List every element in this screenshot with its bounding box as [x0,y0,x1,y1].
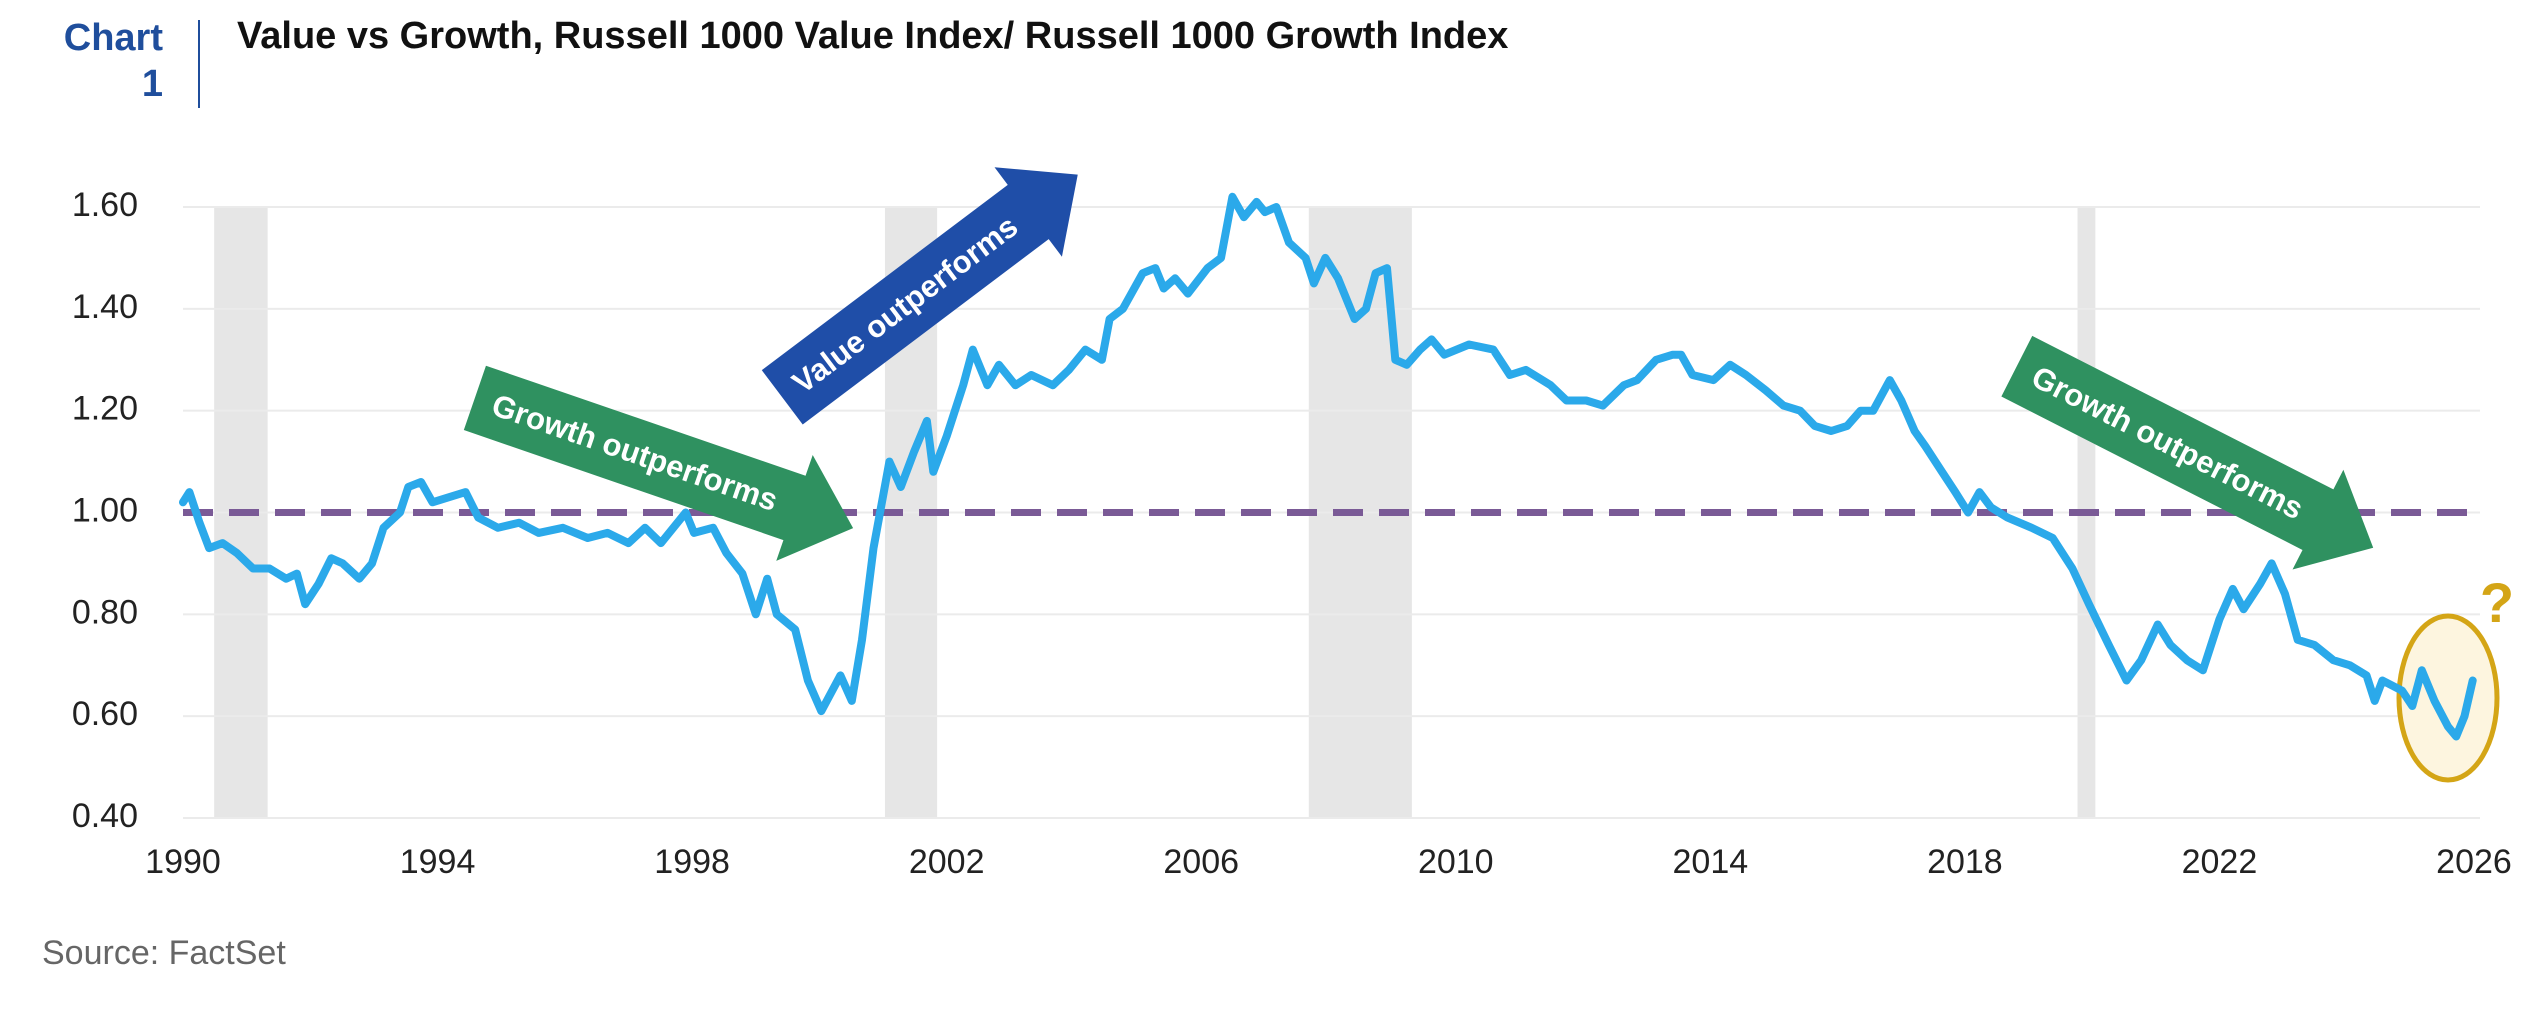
arrow-shape [2001,335,2374,570]
y-tick-label: 1.00 [72,491,138,529]
chart-label: 1 [142,63,163,105]
grid: 0.40 0.60 0.80 1.00 1.20 1.40 1.60 1990 1994 1998… [72,186,2512,881]
source: Source: FactSet [42,934,286,972]
highlight-ellipse [2396,613,2500,783]
y-tick-label: 1.20 [72,390,138,428]
x-tick-label: 1990 [145,843,221,881]
x-tick-label: 2022 [2182,843,2258,881]
annotation-question: ? [2480,571,2514,634]
arrow-shape [463,365,854,561]
x-tick-label: 2006 [1163,843,1239,881]
y-tick-label: 1.40 [72,288,138,326]
y-tick-label: 1.60 [72,186,138,224]
chart-title: Value vs Growth, Russell 1000 Value Inde… [237,15,1508,57]
annotation-text: Growth outperforms [2026,359,2309,526]
x-tick-label: 2014 [1673,843,1749,881]
x-tick-label: 2018 [1927,843,2003,881]
y-tick-label: 0.40 [72,797,138,835]
x-tick-label: 1998 [654,843,730,881]
x-tick-label: 2002 [909,843,985,881]
y-tick-label: 0.80 [72,593,138,631]
annotation-arrow: Growth outperforms [2001,335,2374,570]
x-tick-label: 1994 [400,843,476,881]
x-tick-label: 2026 [2436,843,2512,881]
x-tick-label: 2010 [1418,843,1494,881]
y-tick-label: 0.60 [72,695,138,733]
arrow-shape [761,167,1078,425]
series-line [179,192,2477,741]
chart-label: Chart [64,17,164,59]
